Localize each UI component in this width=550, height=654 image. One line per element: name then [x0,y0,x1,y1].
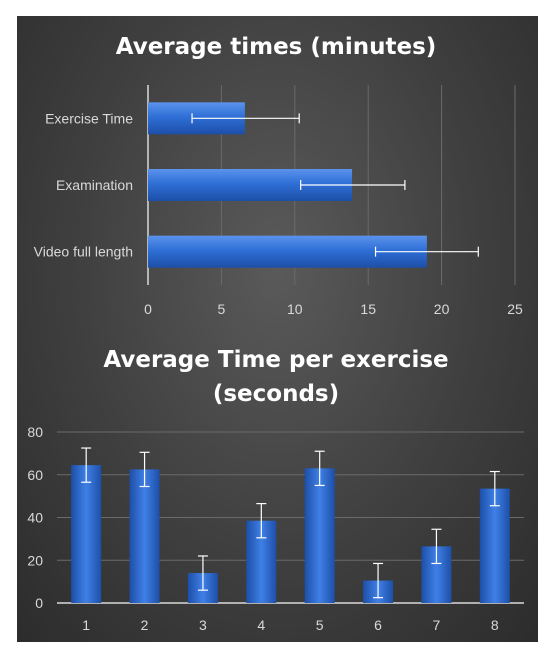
chart-1-category-label: Exercise Time [45,110,133,126]
chart-2-x-tick-label: 1 [82,617,90,633]
chart-2-x-tick-label: 3 [199,617,207,633]
chart-2-x-tick-labels: 1 2 3 4 5 6 7 8 [82,617,499,633]
chart-1-x-tick-labels: 0 5 10 15 20 25 [144,301,523,317]
chart-1-x-tick-label: 10 [287,301,303,317]
chart-1-category-label: Video full length [34,244,133,260]
chart-2-title-line-2: (seconds) [213,381,339,407]
chart-1-x-tick-label: 25 [507,301,523,317]
chart-2-error-bars [81,447,500,599]
chart-2-x-tick-label: 5 [316,617,324,633]
chart-2-y-tick-label: 80 [27,424,43,440]
chart-1-error-bars [191,113,479,257]
chart-2-y-tick-labels: 0 20 40 60 80 [27,424,43,611]
chart-2-x-tick-label: 2 [141,617,149,633]
chart-2-x-tick-label: 8 [491,617,499,633]
chart-2-bar [129,469,160,603]
chart-2-bar [304,468,335,603]
chart-2-x-tick-label: 4 [257,617,265,633]
chart-1: Average times (minutes) Exercise Time Exa… [34,34,523,317]
chart-2-bar [479,488,510,603]
chart-2-y-tick-label: 0 [35,595,43,611]
chart-2-bar [71,465,102,603]
chart-1-x-tick-label: 0 [144,301,152,317]
chart-2-y-tick-label: 60 [27,467,43,483]
chart-1-x-tick-label: 20 [434,301,450,317]
chart-2-x-tick-label: 6 [374,617,382,633]
chart-2-gridlines [57,431,524,604]
chart-1-category-label: Examination [56,177,133,193]
chart-1-x-tick-label: 15 [360,301,376,317]
chart-2-y-tick-label: 40 [27,510,43,526]
chart-1-x-tick-label: 5 [218,301,226,317]
chart-panel [17,16,538,642]
chart-2: Average Time per exercise (seconds) 0 20 4… [27,347,524,633]
chart-2-x-tick-label: 7 [433,617,441,633]
chart-2-title-line-1: Average Time per exercise [103,347,448,373]
chart-2-bars [71,465,510,603]
chart-1-title: Average times (minutes) [116,34,437,60]
chart-2-y-tick-label: 20 [27,552,43,568]
chart-1-category-labels: Exercise Time Examination Video full lengt… [34,110,134,259]
